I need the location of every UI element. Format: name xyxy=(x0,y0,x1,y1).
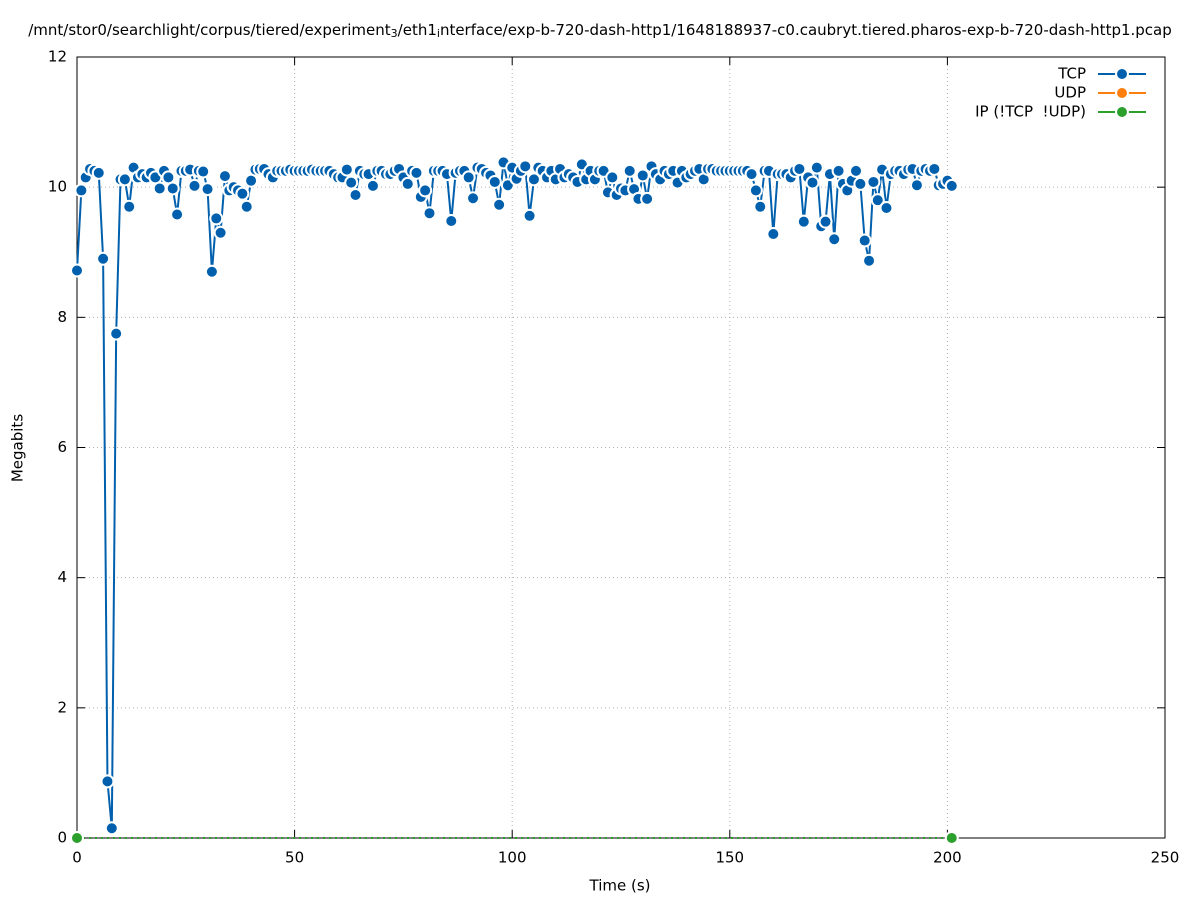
x-axis-label: Time (s) xyxy=(589,877,651,895)
legend-label: TCP xyxy=(1057,65,1086,83)
title-part: i xyxy=(437,27,440,40)
data-point xyxy=(518,159,533,174)
data-point xyxy=(944,831,959,845)
y-tick-label: 2 xyxy=(57,698,67,716)
y-tick-label: 10 xyxy=(48,178,67,196)
data-point xyxy=(100,774,115,789)
data-point xyxy=(96,251,111,266)
y-tick-label: 4 xyxy=(57,568,67,586)
series-line xyxy=(76,160,953,829)
data-point xyxy=(796,214,811,229)
data-point xyxy=(400,176,415,191)
data-point xyxy=(866,174,881,189)
data-point xyxy=(492,197,507,212)
data-point xyxy=(753,199,768,214)
data-point xyxy=(152,181,167,196)
data-point xyxy=(827,232,842,247)
data-point xyxy=(117,172,132,187)
data-point xyxy=(200,182,215,197)
data-point xyxy=(809,160,824,175)
x-tick-label: 250 xyxy=(1151,849,1180,867)
data-point xyxy=(348,187,363,202)
data-point xyxy=(239,199,254,214)
x-tick-label: 200 xyxy=(933,849,962,867)
legend-swatch xyxy=(1115,67,1129,81)
data-point xyxy=(365,178,380,193)
y-tick-label: 12 xyxy=(48,48,67,66)
data-point xyxy=(818,214,833,229)
data-point xyxy=(857,233,872,248)
data-point xyxy=(944,178,959,193)
data-point xyxy=(217,169,232,184)
title-part: /mnt/stor0/searchlight/corpus/tiered/exp… xyxy=(28,21,391,39)
data-point xyxy=(204,264,219,279)
legend-swatch xyxy=(1115,86,1129,100)
data-point xyxy=(744,167,759,182)
data-point xyxy=(522,208,537,223)
data-point xyxy=(209,211,224,226)
data-point xyxy=(766,227,781,242)
data-point xyxy=(748,183,763,198)
plot-frame xyxy=(76,56,1166,839)
data-point xyxy=(235,186,250,201)
data-point xyxy=(339,162,354,177)
legend-swatch xyxy=(1115,105,1129,119)
data-point xyxy=(74,183,89,198)
data-point xyxy=(487,174,502,189)
data-point xyxy=(187,178,202,193)
data-point xyxy=(526,172,541,187)
data-point xyxy=(170,207,185,222)
data-point xyxy=(879,200,894,215)
y-tick-label: 0 xyxy=(57,829,67,847)
title-part: nterface/exp-b-720-dash-http1/1648188937… xyxy=(440,21,1172,39)
data-point xyxy=(109,326,124,341)
title-part: 3 xyxy=(391,27,398,40)
data-point xyxy=(849,163,864,178)
data-point xyxy=(805,175,820,190)
data-point xyxy=(344,175,359,190)
data-point xyxy=(461,170,476,185)
y-tick-label: 8 xyxy=(57,308,67,326)
data-point xyxy=(196,164,211,179)
data-point xyxy=(418,183,433,198)
data-point xyxy=(122,199,137,214)
data-point xyxy=(70,263,84,278)
data-point xyxy=(862,253,877,268)
y-axis-label: Megabits xyxy=(9,414,27,482)
x-tick-label: 100 xyxy=(498,849,527,867)
data-point xyxy=(635,168,650,183)
chart-title: /mnt/stor0/searchlight/corpus/tiered/exp… xyxy=(28,21,1172,41)
data-point xyxy=(909,178,924,193)
x-tick-label: 0 xyxy=(72,849,82,867)
legend-label: UDP xyxy=(1054,84,1086,102)
data-point xyxy=(444,214,459,229)
data-point xyxy=(831,163,846,178)
data-point xyxy=(640,191,655,206)
data-point xyxy=(213,225,228,240)
data-point xyxy=(853,176,868,191)
y-tick-label: 6 xyxy=(57,438,67,456)
data-point xyxy=(104,821,119,836)
data-point xyxy=(870,193,885,208)
title-part: /eth1 xyxy=(398,21,437,39)
data-point xyxy=(91,165,106,180)
x-tick-label: 50 xyxy=(285,849,304,867)
data-point xyxy=(605,170,620,185)
data-point xyxy=(70,831,84,845)
data-point xyxy=(792,161,807,176)
data-point xyxy=(422,206,437,221)
data-point xyxy=(622,163,637,178)
data-point xyxy=(466,191,481,206)
data-point xyxy=(165,181,180,196)
data-point xyxy=(409,165,424,180)
x-tick-label: 150 xyxy=(715,849,744,867)
legend-label: IP (!TCP !UDP) xyxy=(975,103,1086,121)
data-point xyxy=(927,161,942,176)
